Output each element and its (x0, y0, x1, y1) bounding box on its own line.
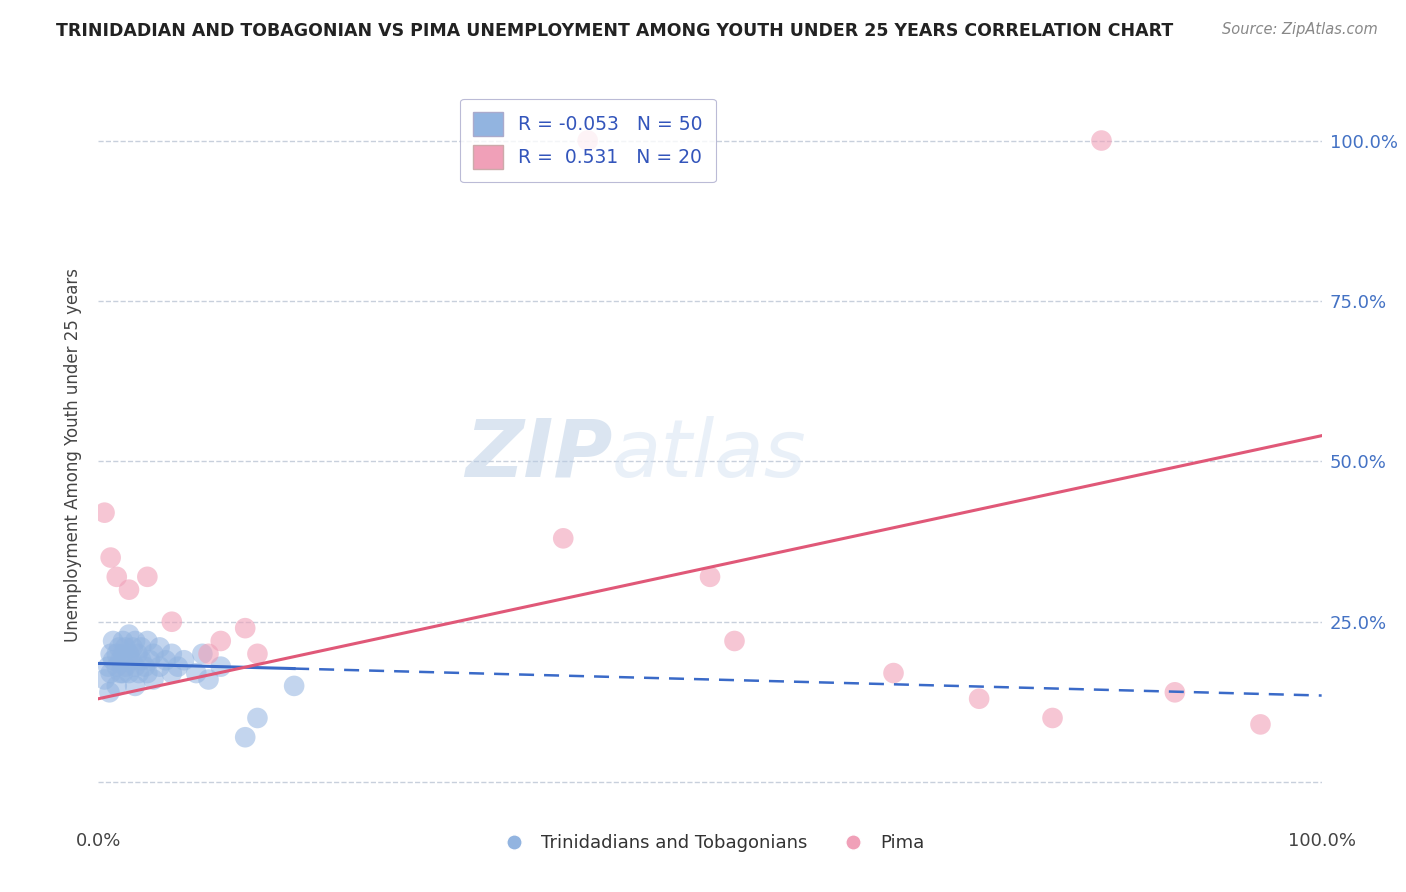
Point (128, 666, 150, 681)
Point (105, 647, 128, 661)
Point (1042, 711, 1064, 725)
Point (118, 647, 141, 661)
Point (167, 659, 190, 673)
Point (124, 634, 146, 648)
Point (173, 653, 195, 667)
Text: atlas: atlas (612, 416, 807, 494)
Point (111, 647, 134, 661)
Point (93, 673, 115, 687)
Point (121, 640, 143, 655)
Point (723, 634, 745, 648)
Point (233, 730, 256, 744)
Point (111, 634, 134, 648)
Point (699, 570, 721, 584)
Point (197, 673, 219, 687)
Point (160, 615, 183, 629)
Point (553, 532, 575, 546)
Point (108, 640, 131, 655)
Legend: Trinidadians and Tobagonians, Pima: Trinidadians and Tobagonians, Pima (489, 827, 931, 859)
Point (160, 666, 183, 681)
Point (100, 550, 122, 565)
Point (129, 640, 152, 655)
Text: TRINIDADIAN AND TOBAGONIAN VS PIMA UNEMPLOYMENT AMONG YOUTH UNDER 25 YEARS CORRE: TRINIDADIAN AND TOBAGONIAN VS PIMA UNEMP… (56, 22, 1174, 40)
Point (124, 679, 146, 693)
Point (101, 634, 124, 648)
Point (197, 647, 219, 661)
Point (93, 506, 115, 520)
Point (98, 685, 121, 699)
Point (127, 647, 149, 661)
Point (120, 653, 142, 667)
Text: ZIP: ZIP (465, 416, 612, 494)
Point (105, 659, 128, 673)
Point (191, 647, 214, 661)
Point (1249, 717, 1271, 731)
Point (283, 679, 305, 693)
Point (97, 659, 120, 673)
Point (233, 621, 256, 635)
Point (111, 666, 134, 681)
Point (160, 647, 183, 661)
Point (967, 691, 990, 706)
Point (576, 134, 599, 148)
Point (246, 711, 269, 725)
Point (883, 666, 905, 681)
Point (142, 673, 165, 687)
Point (246, 647, 269, 661)
Point (114, 659, 136, 673)
Point (114, 640, 136, 655)
Point (118, 582, 141, 597)
Point (136, 570, 159, 584)
Point (1090, 134, 1112, 148)
Text: Source: ZipAtlas.com: Source: ZipAtlas.com (1222, 22, 1378, 37)
Point (124, 659, 146, 673)
Point (101, 653, 124, 667)
Point (105, 679, 128, 693)
Point (209, 659, 232, 673)
Point (118, 666, 141, 681)
Point (142, 647, 165, 661)
Point (118, 627, 141, 641)
Point (110, 653, 132, 667)
Point (155, 653, 177, 667)
Point (149, 659, 172, 673)
Point (186, 666, 208, 681)
Point (136, 634, 159, 648)
Point (100, 647, 122, 661)
Point (110, 666, 132, 681)
Point (136, 666, 159, 681)
Point (149, 640, 172, 655)
Point (134, 659, 156, 673)
Point (105, 570, 128, 584)
Point (129, 653, 152, 667)
Point (139, 653, 162, 667)
Point (1164, 685, 1187, 699)
Point (209, 634, 232, 648)
Point (100, 666, 122, 681)
Y-axis label: Unemployment Among Youth under 25 years: Unemployment Among Youth under 25 years (65, 268, 83, 642)
